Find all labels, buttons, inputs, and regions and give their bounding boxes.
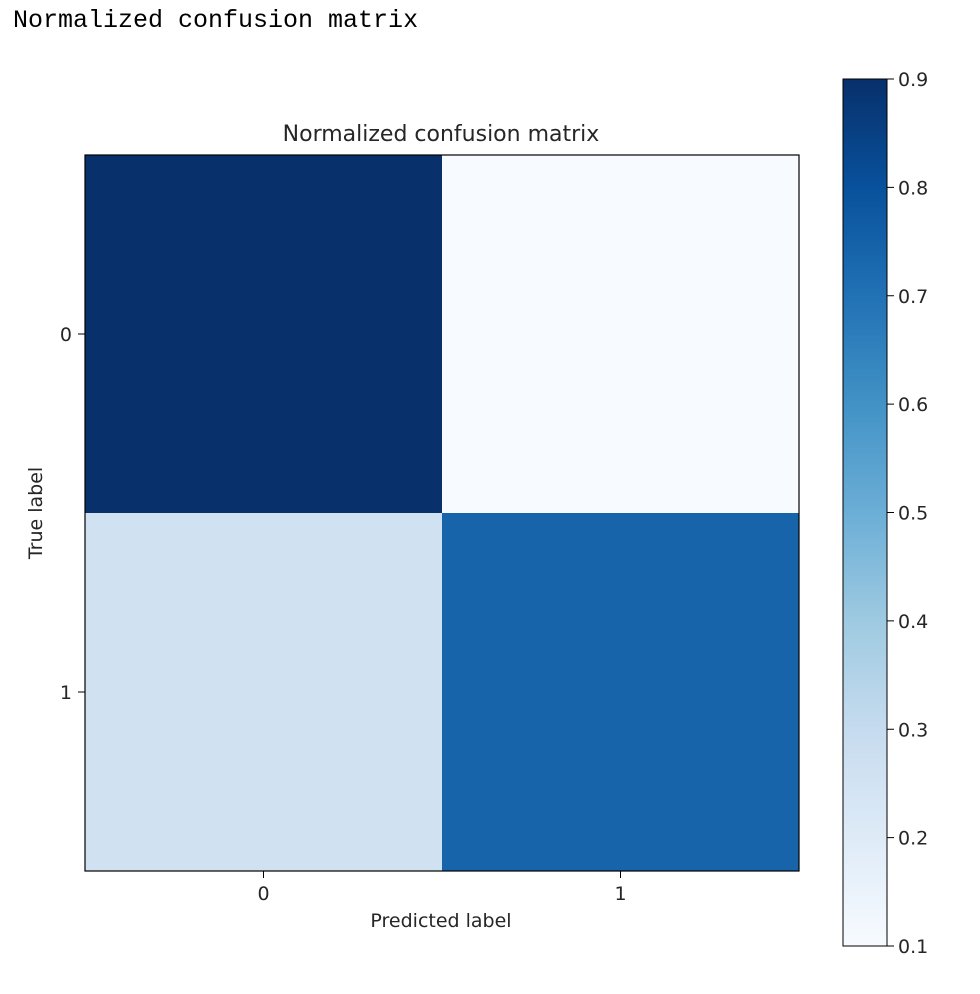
- y-tick-label: 1: [60, 682, 72, 704]
- colorbar-tick-label: 0.1: [898, 936, 928, 958]
- colorbar-tick-label: 0.4: [898, 611, 928, 633]
- x-tick-label: 1: [614, 883, 626, 905]
- colorbar-tick-label: 0.6: [898, 394, 928, 416]
- y-tick-label: 0: [60, 324, 72, 346]
- colorbar: [842, 78, 888, 947]
- y-axis-label: True label: [25, 467, 47, 560]
- colorbar-tick-label: 0.2: [898, 828, 928, 850]
- heatmap-cell: [442, 155, 800, 514]
- colorbar-tick-label: 0.8: [898, 177, 928, 199]
- cell-output-text: Normalized confusion matrix: [13, 6, 419, 35]
- heatmap-cells: [85, 155, 800, 872]
- colorbar-ticks: 0.1 0.2 0.3 0.4 0.5 0.6 0.7 0.8 0.9: [887, 69, 928, 958]
- x-axis-label: Predicted label: [370, 910, 511, 932]
- plot-frame: [84, 154, 800, 872]
- colorbar-tick-label: 0.5: [898, 503, 928, 525]
- colorbar-tick-label: 0.9: [898, 69, 928, 91]
- chart-title: Normalized confusion matrix: [283, 122, 600, 147]
- heatmap-cell: [85, 155, 443, 514]
- colorbar-tick-label: 0.3: [898, 719, 928, 741]
- colorbar-tick-label: 0.7: [898, 286, 928, 308]
- heatmap-cell: [85, 513, 443, 872]
- axis-ticks: 0 1 0 1: [60, 324, 627, 905]
- x-tick-label: 0: [257, 883, 269, 905]
- heatmap-cell: [442, 513, 800, 872]
